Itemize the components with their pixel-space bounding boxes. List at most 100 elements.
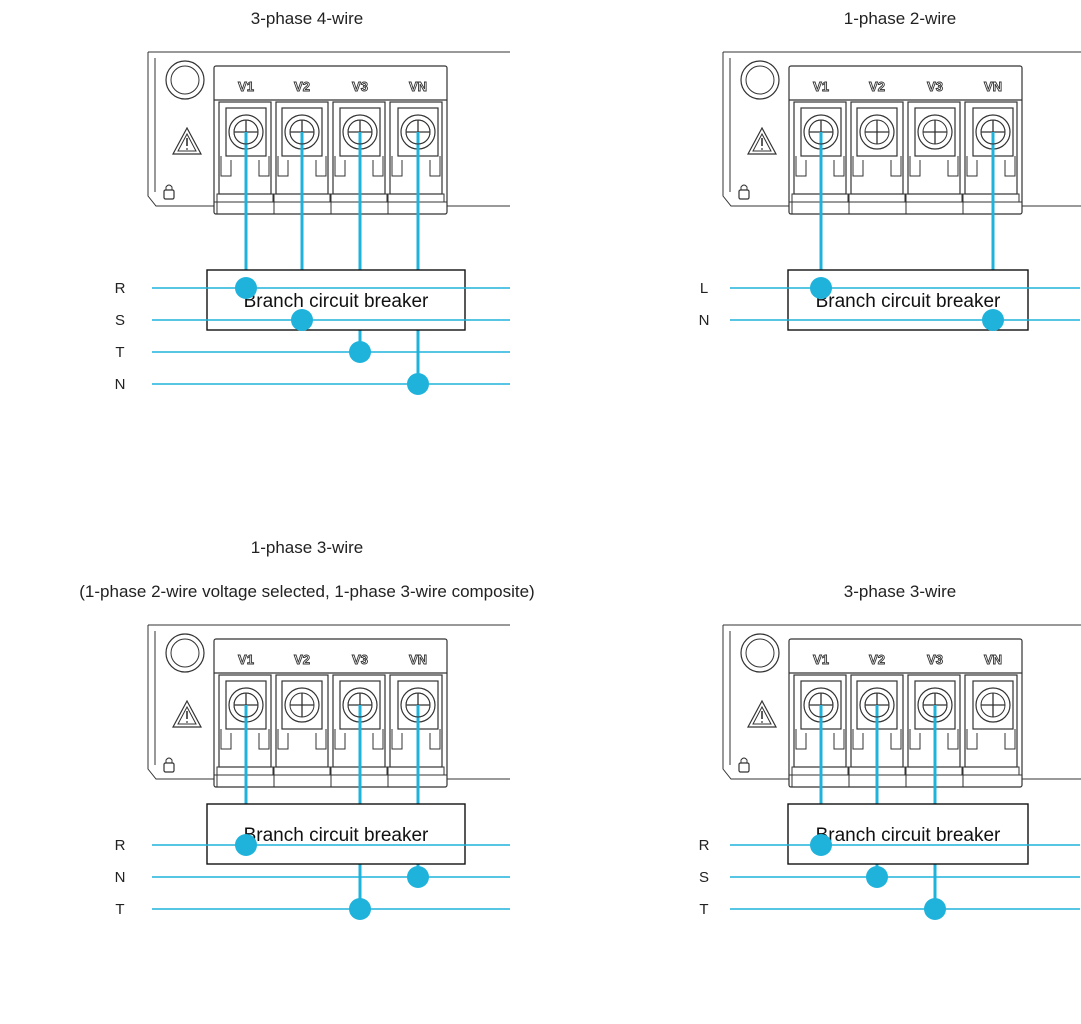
diagram-title: 3-phase 4-wire <box>251 9 363 28</box>
terminal-label: V2 <box>869 79 885 94</box>
padlock-body <box>163 762 175 773</box>
padlock-shackle <box>740 757 748 763</box>
breaker-label: Branch circuit breaker <box>244 291 429 312</box>
clamp-right <box>258 729 270 750</box>
clamp-left <box>277 156 289 177</box>
breaker-label: Branch circuit breaker <box>244 825 429 846</box>
terminal-label: V1 <box>238 79 254 94</box>
clamp-right <box>315 729 327 750</box>
clamp-left <box>391 156 403 177</box>
mount-screw-inner-icon <box>745 65 775 95</box>
clamp-left <box>220 156 232 177</box>
breaker-label: Branch circuit breaker <box>816 825 1001 846</box>
line-label: N <box>699 312 710 329</box>
junction-dot <box>407 866 429 888</box>
clamp-left <box>852 156 864 177</box>
terminal-label: V3 <box>352 79 368 94</box>
line-label: L <box>700 280 708 297</box>
diagram-1p3w: 1-phase 3-wire (1-phase 2-wire voltage se… <box>79 538 535 920</box>
warning-dot <box>761 148 763 150</box>
warning-dot <box>761 721 763 723</box>
padlock-shackle <box>165 757 173 763</box>
screw-overlay <box>233 119 259 145</box>
padlock-icon <box>163 184 175 200</box>
padlock-body <box>163 189 175 200</box>
clamp-right <box>372 729 384 750</box>
diagram-subtitle: (1-phase 2-wire voltage selected, 1-phas… <box>79 582 534 601</box>
clamp-right <box>1004 729 1016 750</box>
screw-overlay <box>347 692 373 718</box>
clamp-left <box>334 729 346 750</box>
padlock-body <box>738 189 750 200</box>
line-label: R <box>699 837 710 854</box>
padlock-shackle <box>165 184 173 190</box>
clamp-left <box>334 156 346 177</box>
clamp-right <box>890 729 902 750</box>
warning-dot <box>186 148 188 150</box>
terminal-label: V3 <box>927 652 943 667</box>
terminal-label: V1 <box>813 652 829 667</box>
screw-overlay <box>233 692 259 718</box>
warning-triangle-icon <box>746 699 778 728</box>
diagram-title: 3-phase 3-wire <box>844 582 956 601</box>
warning-inner <box>177 132 197 152</box>
warning-dot <box>186 721 188 723</box>
junction-dot <box>291 309 313 331</box>
screw-overlay <box>347 119 373 145</box>
clamp-right <box>429 729 441 750</box>
mount-screw-icon <box>740 633 780 673</box>
screw-overlay <box>980 119 1006 145</box>
clamp-right <box>372 156 384 177</box>
terminal-label: V3 <box>927 79 943 94</box>
clamp-left <box>966 729 978 750</box>
junction-dot <box>810 277 832 299</box>
screw-overlay <box>864 692 890 718</box>
terminal-label: VN <box>984 652 1002 667</box>
screw-overlay <box>289 119 315 145</box>
clamp-right <box>833 156 845 177</box>
screw-overlay <box>922 692 948 718</box>
mount-screw-icon <box>740 60 780 100</box>
warning-triangle-icon <box>171 699 203 728</box>
clamp-right <box>947 156 959 177</box>
clamp-right <box>947 729 959 750</box>
line-label: T <box>115 901 124 918</box>
warning-inner <box>752 132 772 152</box>
device-drawing: V1 V2 V3 VN <box>147 51 510 215</box>
breaker-label: Branch circuit breaker <box>816 291 1001 312</box>
device-drawing: V1 V2 V3 VN <box>147 624 510 788</box>
clamp-left <box>277 729 289 750</box>
mount-screw-icon <box>165 633 205 673</box>
junction-dot <box>349 341 371 363</box>
screw-overlay <box>808 119 834 145</box>
junction-dot <box>407 373 429 395</box>
clamp-left <box>966 156 978 177</box>
diagram-3p3w: 3-phase 3-wire V1 V2 V3 VN Branch circuit bre… <box>699 582 1081 920</box>
screw-overlay <box>405 119 431 145</box>
clamp-left <box>795 156 807 177</box>
junction-dot <box>235 277 257 299</box>
terminal-label: V1 <box>813 79 829 94</box>
screw-overlay <box>405 692 431 718</box>
diagram-title: 1-phase 2-wire <box>844 9 956 28</box>
device-drawing: V1 V2 V3 VN <box>722 624 1081 788</box>
junction-dot <box>349 898 371 920</box>
junction-dot <box>866 866 888 888</box>
terminal-label: VN <box>409 652 427 667</box>
diagram-title: 1-phase 3-wire <box>251 538 363 557</box>
line-label: N <box>115 376 126 393</box>
line-label: R <box>115 280 126 297</box>
terminal-3: V3 <box>905 79 963 214</box>
terminal-2: V2 <box>848 79 906 214</box>
breaker-box <box>787 803 1029 865</box>
terminal-label: VN <box>409 79 427 94</box>
warning-inner <box>177 705 197 725</box>
clamp-left <box>852 729 864 750</box>
line-label: R <box>115 837 126 854</box>
terminal-label: V3 <box>352 652 368 667</box>
junction-dot <box>982 309 1004 331</box>
warning-inner <box>752 705 772 725</box>
mount-screw-inner-icon <box>170 65 200 95</box>
line-label: T <box>115 344 124 361</box>
